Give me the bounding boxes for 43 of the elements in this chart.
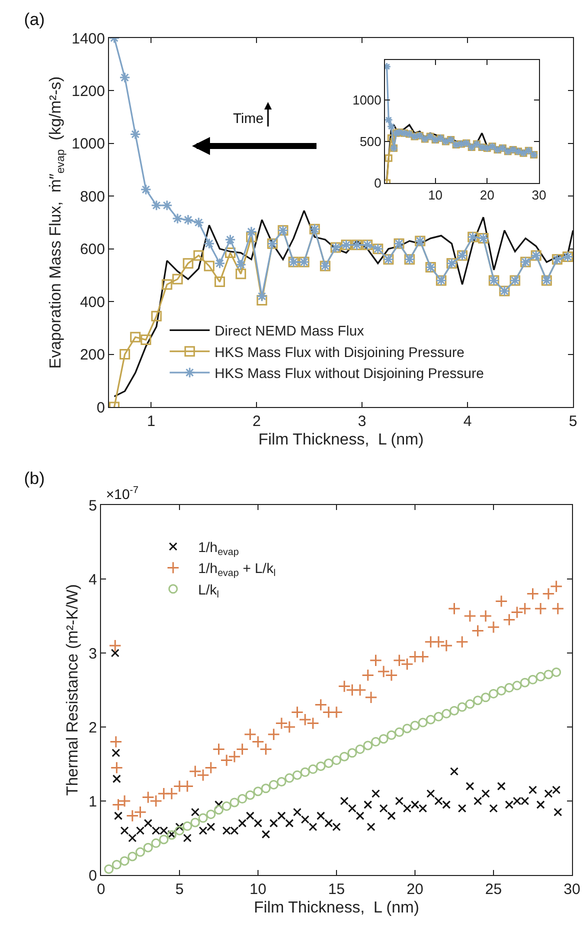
x-tick-label: 25 — [485, 881, 502, 898]
y-tick-label: 200 — [80, 346, 105, 364]
y-tick-label: 600 — [80, 241, 105, 258]
text: ×10$^{-7}$ — [106, 485, 138, 502]
x-tick-label: 10 — [428, 188, 443, 203]
y-tick-label: 3 — [88, 645, 97, 662]
x-tick-label: 20 — [480, 188, 494, 203]
y-tick-label: 500 — [360, 134, 382, 149]
y-tick-label: 0 — [96, 399, 105, 416]
x-axis-title: Film Thickness, L (nm) — [258, 432, 424, 449]
legend-label: Direct NEMD Mass Flux — [214, 322, 364, 339]
y-tick-label: 2 — [88, 719, 97, 736]
x-tick-label: 5 — [568, 413, 578, 430]
y-tick-label: 0 — [88, 867, 97, 884]
y-tick-label: 1000 — [72, 136, 105, 153]
y-tick-label: 1000 — [352, 92, 382, 108]
y-tick-label: 0 — [374, 176, 382, 191]
text: (a) — [24, 10, 45, 29]
legend-label: 1/h$_{evap}$ + L/k$_{l}$ — [198, 560, 276, 580]
y-tick-label: 1 — [88, 793, 97, 810]
x-tick-label: 20 — [406, 881, 424, 898]
x-tick-label: 30 — [564, 881, 580, 898]
annotation: Time — [233, 110, 264, 126]
y-axis-title: Thermal Resistance (m²-K/W) — [64, 584, 82, 796]
legend-label: HKS Mass Flux with Disjoining Pressure — [214, 344, 465, 360]
x-tick-label: 10 — [250, 881, 266, 898]
y-tick-label: 4 — [88, 571, 97, 588]
legend-label: HKS Mass Flux without Disjoining Pressure — [214, 365, 484, 382]
y-tick-label: 1400 — [72, 30, 105, 48]
x-axis-title: Film Thickness, L (nm) — [254, 900, 420, 917]
x-tick-label: 1 — [147, 413, 156, 430]
y-tick-label: 800 — [80, 188, 105, 206]
x-tick-label: 30 — [532, 188, 546, 203]
legend-label: 1/h$_{evap}$ — [198, 538, 240, 558]
x-tick-label: 5 — [175, 881, 184, 898]
y-tick-label: 1200 — [72, 82, 105, 100]
x-tick-label: 4 — [463, 413, 472, 430]
x-tick-label: 2 — [252, 413, 261, 430]
text: (b) — [24, 469, 45, 488]
y-tick-label: 400 — [80, 294, 105, 311]
x-tick-label: 15 — [328, 881, 345, 898]
y-tick-label: 5 — [88, 497, 97, 514]
legend-label: L/k$_{l}$ — [198, 581, 219, 600]
